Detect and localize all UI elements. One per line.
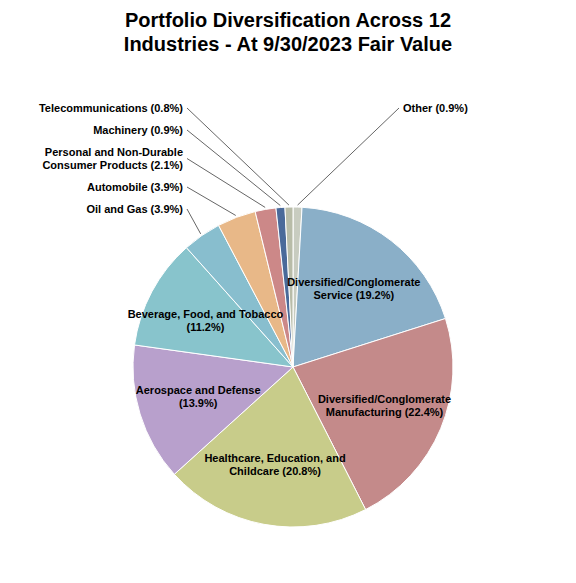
svg-text:Oil and Gas (3.9%): Oil and Gas (3.9%) [86,203,183,215]
svg-text:Machinery (0.9%): Machinery (0.9%) [93,124,183,136]
svg-text:Other (0.9%): Other (0.9%) [403,102,468,114]
svg-text:Healthcare, Education, andChil: Healthcare, Education, andChildcare (20.… [204,452,345,477]
svg-text:Telecommunications (0.8%): Telecommunications (0.8%) [39,102,183,114]
html-text:Portfolio Diversification Acro: Portfolio Diversification Across 12 Indu… [123,9,453,55]
svg-text:Diversified/ConglomerateManufa: Diversified/ConglomerateManufacturing (2… [318,393,451,418]
svg-text:Personal and Non-DurableConsum: Personal and Non-DurableConsumer Product… [42,146,183,171]
svg-text:Aerospace and Defense(13.9%): Aerospace and Defense(13.9%) [136,384,261,409]
svg-text:Diversified/ConglomerateServic: Diversified/ConglomerateService (19.2%) [287,276,420,301]
svg-text:Automobile (3.9%): Automobile (3.9%) [87,181,183,193]
svg-text:Beverage, Food, and Tobacco(11: Beverage, Food, and Tobacco(11.2%) [128,308,284,333]
